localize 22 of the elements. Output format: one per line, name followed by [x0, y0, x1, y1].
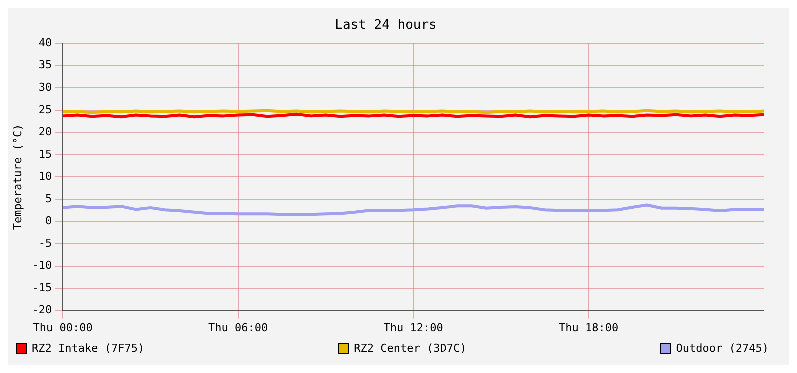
legend-label: Outdoor (2745) [675, 342, 769, 355]
y-tick-label: 25 [38, 103, 52, 116]
y-tick-label: 30 [38, 80, 52, 94]
y-tick-label: 20 [38, 126, 52, 139]
y-tick-label: -10 [32, 259, 52, 272]
x-tick-label: Thu 06:00 [208, 321, 268, 334]
legend-label: RZ2 Intake (7F75) [31, 342, 145, 355]
chart-title: Last 24 hours [335, 18, 437, 34]
y-tick-label: 35 [38, 58, 52, 72]
x-tick-label: Thu 00:00 [33, 321, 93, 334]
y-tick-label: 10 [38, 170, 52, 184]
y-tick-label: 40 [38, 36, 52, 50]
y-tick-label: 5 [45, 192, 52, 206]
x-tick-label: Thu 12:00 [384, 321, 444, 334]
legend-label: RZ2 Center (3D7C) [353, 342, 467, 355]
y-axis-title: Temperature (°C) [11, 124, 24, 230]
y-tick-label: 0 [45, 214, 52, 228]
y-tick-label: -15 [32, 281, 52, 294]
y-tick-label: -20 [32, 304, 52, 317]
x-tick-label: Thu 18:00 [558, 321, 619, 334]
y-tick-label: 15 [38, 148, 52, 161]
y-tick-label: -5 [38, 236, 52, 250]
